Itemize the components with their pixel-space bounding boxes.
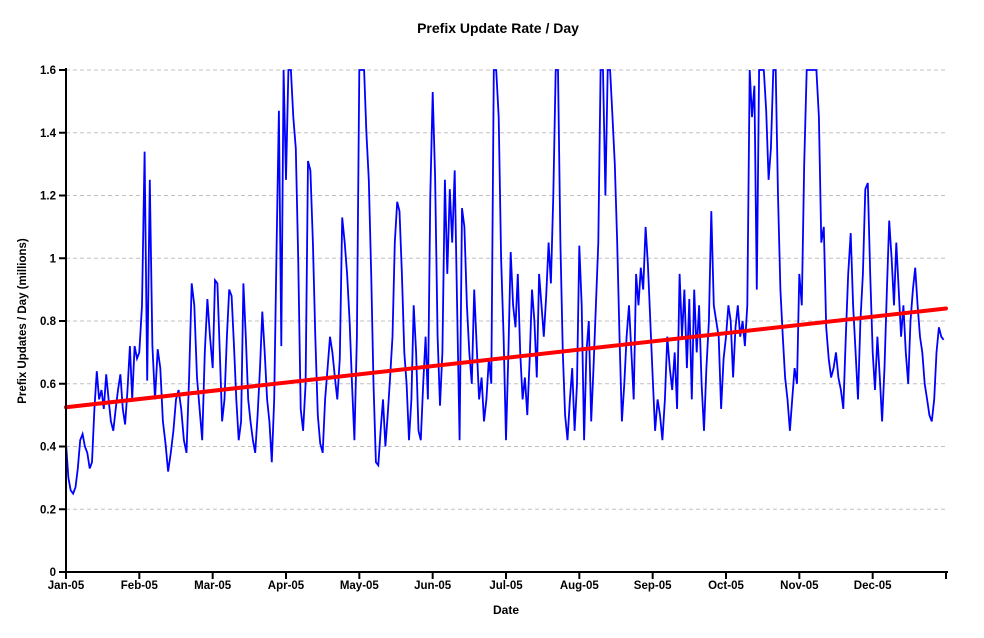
x-tick-label: Feb-05 bbox=[121, 580, 159, 592]
x-tick-label: Apr-05 bbox=[268, 580, 305, 592]
chart-title: Prefix Update Rate / Day bbox=[417, 20, 579, 36]
axes-layer bbox=[59, 68, 948, 579]
trend-line bbox=[64, 306, 948, 410]
x-tick-label: May-05 bbox=[340, 580, 380, 592]
x-tick-label: Sep-05 bbox=[634, 580, 672, 592]
x-tick-label: Aug-05 bbox=[560, 580, 600, 592]
gridlines bbox=[66, 69, 946, 510]
y-axis-title: Prefix Updates / Day (millions) bbox=[17, 238, 29, 404]
y-tick-label: 1.6 bbox=[40, 65, 56, 77]
x-tick-label: Dec-05 bbox=[854, 580, 892, 592]
x-axis-title: Date bbox=[493, 603, 519, 617]
y-tick-label: 1.4 bbox=[40, 128, 57, 140]
y-tick-label: 1 bbox=[50, 253, 57, 265]
y-tick-label: 0.2 bbox=[40, 504, 56, 516]
x-tick-label: Jul-05 bbox=[489, 580, 523, 592]
y-tick-label: 0.8 bbox=[40, 316, 57, 328]
daily-series-line bbox=[65, 69, 945, 496]
series-layer bbox=[64, 69, 948, 496]
x-tick-label: Mar-05 bbox=[194, 580, 232, 592]
x-tick-label: Jan-05 bbox=[48, 580, 85, 592]
y-tick-label: 1.2 bbox=[40, 191, 56, 203]
y-tick-label: 0.6 bbox=[40, 379, 56, 391]
x-tick-label: Oct-05 bbox=[708, 580, 744, 592]
y-tick-label: 0 bbox=[50, 567, 56, 579]
x-tick-label: Nov-05 bbox=[780, 580, 819, 592]
tick-labels-layer: 0 0.2 0.4 0.6 0.8 1 1.2 1.4 1.6 Jan-05 Feb-05 Mar-0… bbox=[40, 65, 892, 592]
x-tick-label: Jun-05 bbox=[414, 580, 452, 592]
y-tick-label: 0.4 bbox=[40, 442, 57, 454]
